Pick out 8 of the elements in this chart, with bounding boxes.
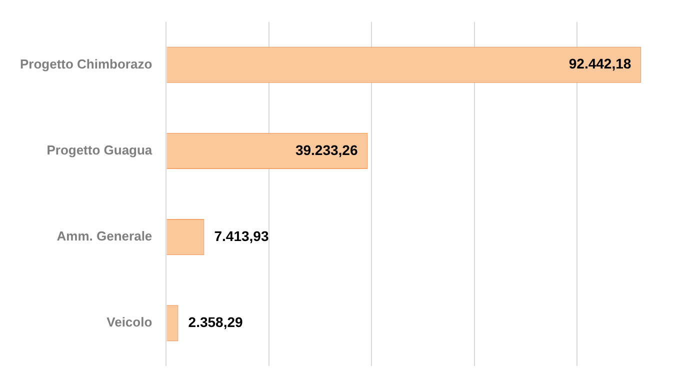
- y-tick-label: Progetto Chimborazo: [20, 56, 152, 72]
- y-tick-label: Progetto Guagua: [46, 142, 153, 158]
- data-label: 92.442,18: [568, 56, 632, 72]
- data-label: 7.413,93: [214, 228, 269, 244]
- y-tick-label: Veicolo: [106, 314, 152, 330]
- y-tick-label: Amm. Generale: [56, 228, 152, 244]
- data-label: 39.233,26: [295, 142, 358, 158]
- data-label: 2.358,29: [188, 314, 243, 330]
